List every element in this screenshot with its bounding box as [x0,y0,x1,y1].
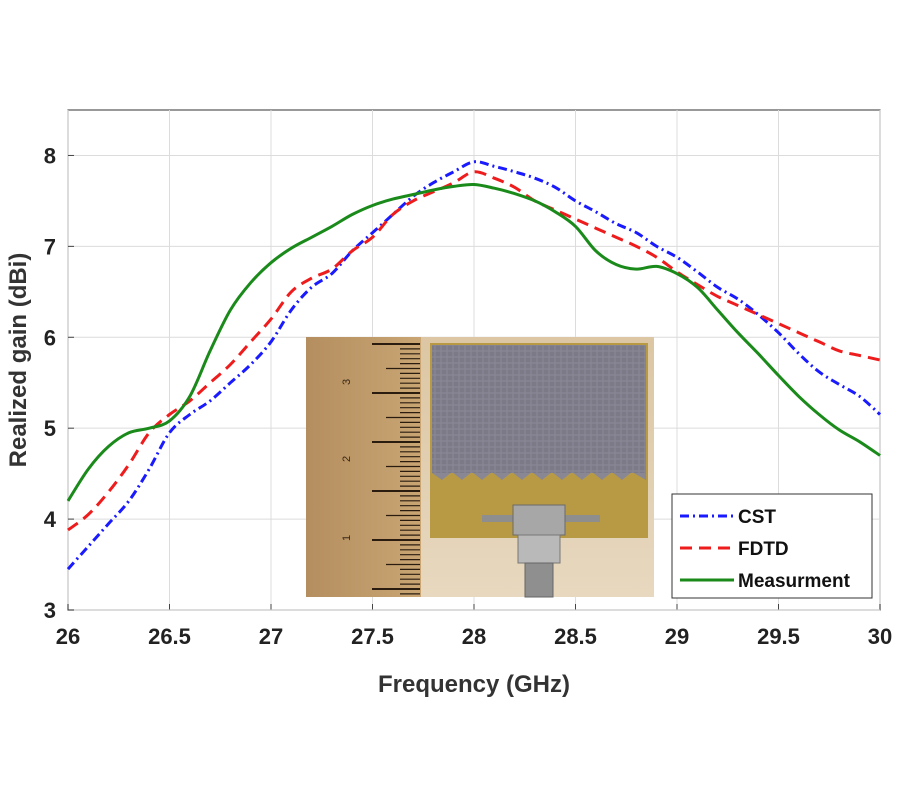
x-tick-label: 27 [259,624,283,649]
y-tick-label: 8 [44,143,56,168]
series-line-measurment [66,182,881,502]
connector-pin [524,562,554,598]
serrated-edge [432,472,646,480]
legend: CST FDTD Measurment [671,493,873,599]
x-tick-label: 26.5 [148,624,191,649]
y-tick-label: 4 [44,507,57,532]
series-line-cst [66,160,882,571]
legend-label-fdtd: FDTD [738,539,789,560]
y-tick-label: 7 [44,234,56,259]
y-tick-labels: 3 4 5 6 7 8 [44,143,57,623]
antenna-photo-inset: 3 2 1 [306,337,654,598]
y-tick-label: 5 [44,416,56,441]
y-tick-label: 3 [44,598,56,623]
ruler-label-3: 3 [341,379,353,385]
x-tick-label: 26 [56,624,80,649]
x-tick-label: 27.5 [351,624,394,649]
ruler-label-1: 1 [341,535,353,541]
x-tick-label: 29 [665,624,689,649]
x-tick-label: 29.5 [757,624,800,649]
x-axis-title: Frequency (GHz) [378,671,570,698]
series-line-fdtd [67,170,881,532]
x-tick-label: 30 [868,624,892,649]
x-tick-label: 28.5 [554,624,597,649]
series-layer [66,160,882,571]
connector-flange [512,504,566,536]
y-axis-title: Realized gain (dBi) [5,253,32,468]
y-tick-label: 6 [44,325,56,350]
connector-body [517,534,561,564]
x-tick-labels: 26 26.5 27 27.5 28 28.5 29 29.5 30 [56,624,892,649]
antenna-ground-mesh [432,345,646,473]
x-tick-label: 28 [462,624,486,649]
legend-label-cst: CST [738,507,776,528]
ruler-label-2: 2 [341,456,353,462]
legend-label-measurment: Measurment [738,571,851,592]
ruler-ticks [372,343,420,595]
